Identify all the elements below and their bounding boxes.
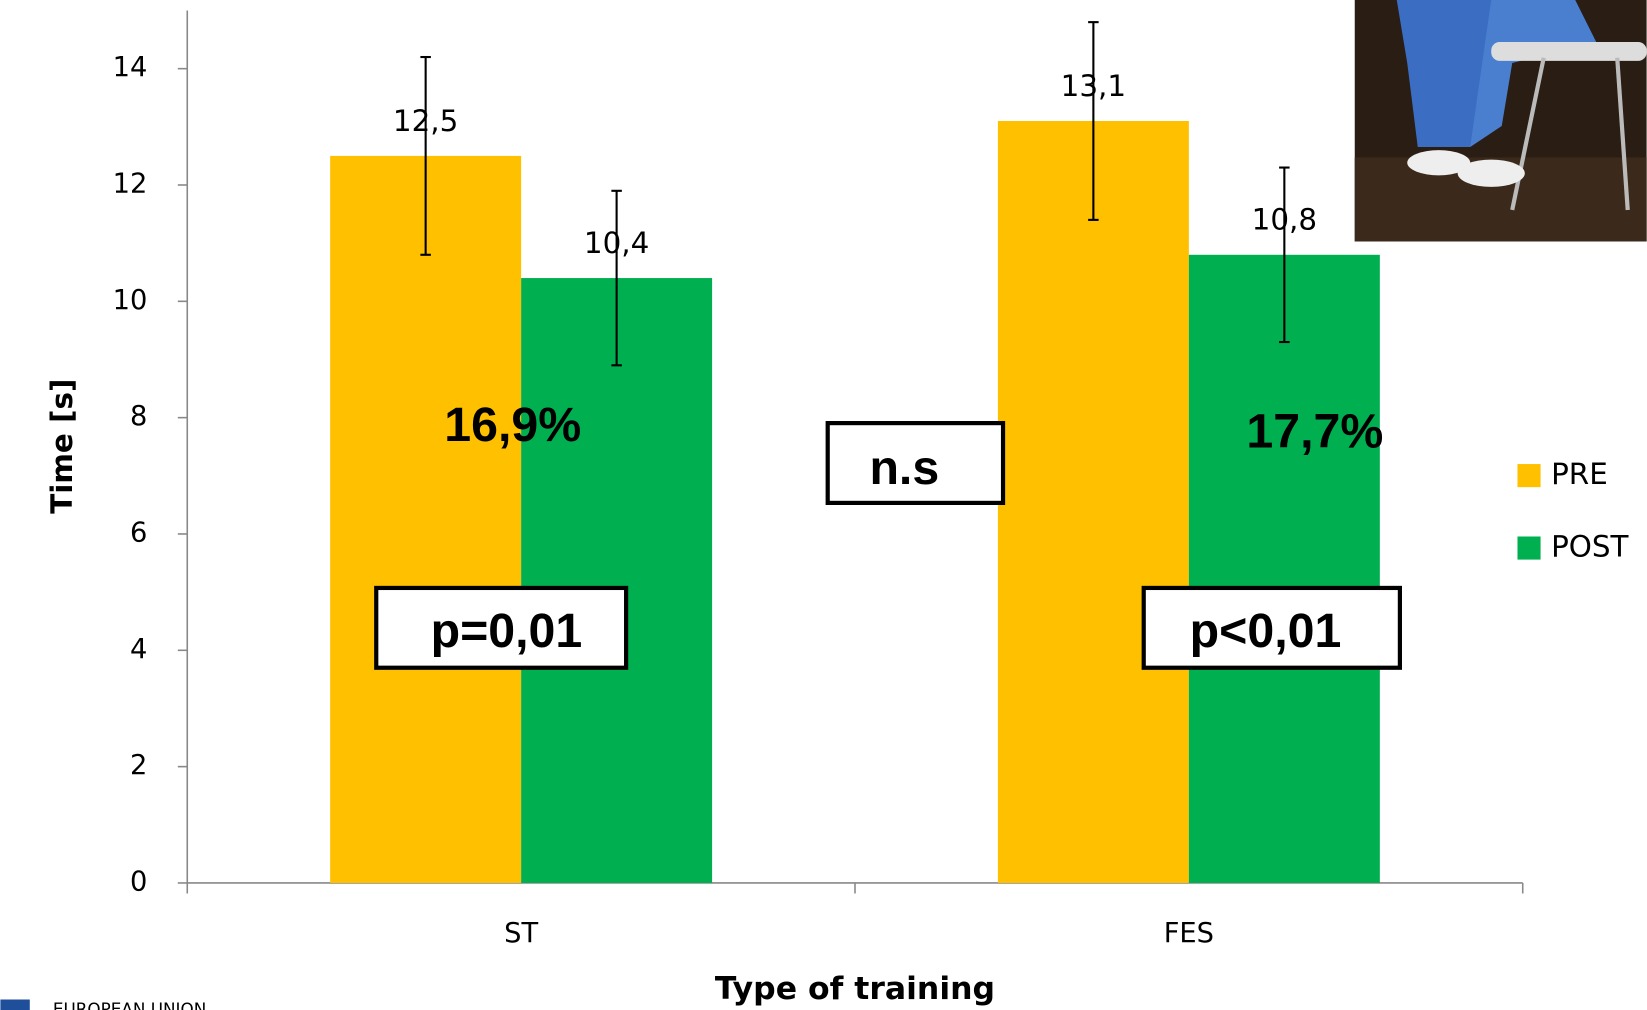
value-label: 13,1	[1061, 69, 1126, 103]
legend-swatch	[1517, 464, 1540, 487]
annotation: 17,7%	[1246, 404, 1383, 458]
legend-label: PRE	[1551, 457, 1608, 491]
x-tick-label: FES	[1164, 918, 1214, 949]
y-tick-label: 6	[130, 517, 147, 548]
photo	[1355, 0, 1647, 241]
y-tick-label: 12	[113, 168, 148, 199]
y-tick-label: 0	[130, 866, 147, 897]
footer: EUROPEAN UNION	[53, 999, 206, 1010]
y-axis-title: Time [s]	[45, 379, 79, 514]
value-label: 10,8	[1252, 203, 1317, 237]
legend-label: POST	[1551, 530, 1629, 564]
chart: Time [s] Type of training EUROPEAN UNION…	[0, 0, 1647, 1010]
value-label: 12,5	[393, 104, 458, 138]
bar	[330, 156, 521, 883]
y-tick-label: 4	[130, 634, 147, 665]
annotation: n.s	[869, 441, 939, 495]
legend-swatch	[1517, 536, 1540, 559]
x-axis-title: Type of training	[715, 971, 995, 1007]
annotation: p=0,01	[431, 604, 583, 658]
y-tick-label: 8	[130, 401, 147, 432]
page: Time [s] Type of training EUROPEAN UNION…	[0, 0, 1647, 1010]
y-tick-label: 14	[113, 52, 148, 83]
footer-logo	[0, 1000, 29, 1010]
annotation: 16,9%	[444, 398, 581, 452]
bar	[998, 121, 1189, 883]
bar	[1189, 255, 1380, 883]
bar	[521, 278, 712, 883]
x-tick-label: ST	[504, 918, 538, 949]
y-tick-label: 10	[113, 285, 148, 316]
value-label: 10,4	[584, 226, 649, 260]
annotation: p<0,01	[1190, 604, 1342, 658]
y-tick-label: 2	[130, 750, 147, 781]
